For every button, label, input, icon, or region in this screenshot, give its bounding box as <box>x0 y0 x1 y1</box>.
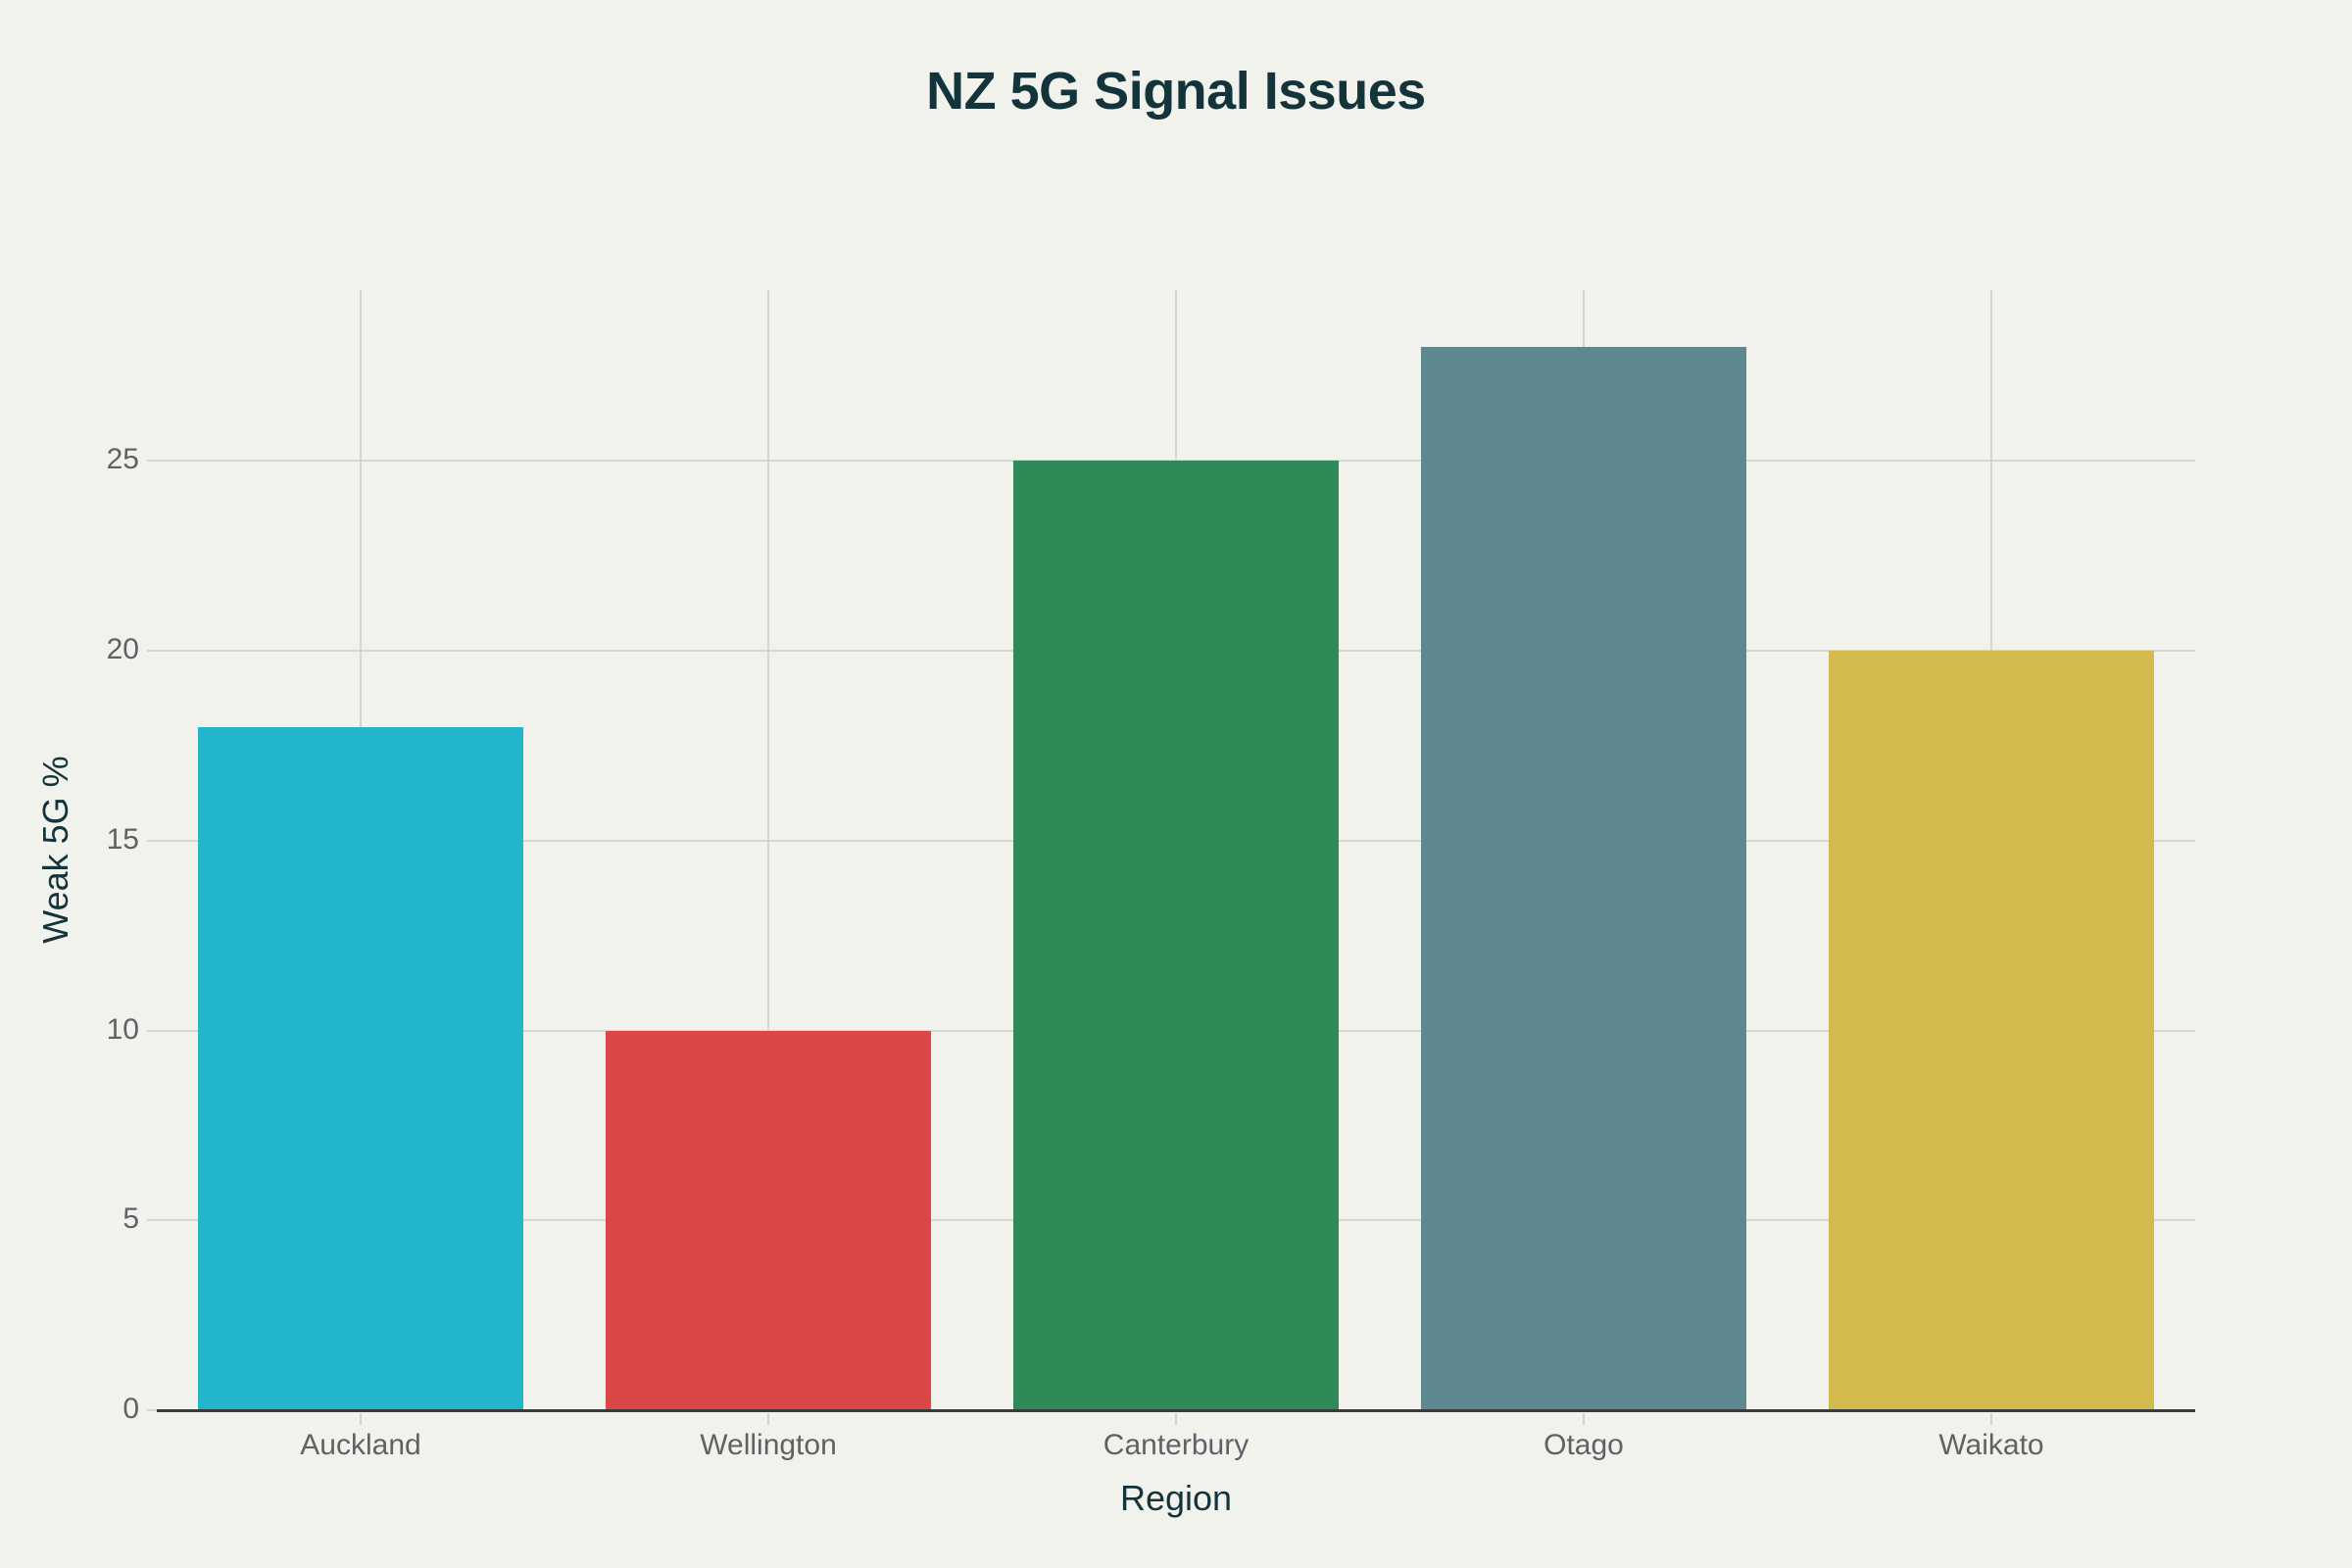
x-tick-mark <box>1990 1413 1992 1425</box>
x-axis-line <box>157 1409 2195 1412</box>
x-tick-mark <box>360 1413 362 1425</box>
bar-waikato[interactable] <box>1828 651 2155 1410</box>
x-tick-label: Otago <box>1544 1429 1624 1461</box>
plot-area <box>157 290 2195 1410</box>
bar-auckland[interactable] <box>197 726 524 1410</box>
y-tick-label: 15 <box>106 822 139 856</box>
y-tick-mark <box>147 839 157 842</box>
bar-canterbury[interactable] <box>1012 461 1340 1410</box>
x-tick-mark <box>1175 1413 1177 1425</box>
x-tick-label: Wellington <box>700 1429 837 1461</box>
bar-wellington[interactable] <box>605 1030 932 1410</box>
y-axis-label: Weak 5G % <box>35 756 75 944</box>
x-tick-mark <box>1583 1413 1585 1425</box>
gridline-vertical <box>767 290 769 1410</box>
bar-otago[interactable] <box>1420 347 1747 1410</box>
x-tick-mark <box>767 1413 769 1425</box>
y-tick-label: 5 <box>122 1202 139 1236</box>
y-tick-label: 25 <box>106 443 139 476</box>
x-tick-label: Waikato <box>1938 1429 2044 1461</box>
x-tick-label: Canterbury <box>1102 1429 1250 1461</box>
x-tick-label: Auckland <box>300 1429 421 1461</box>
y-tick-mark <box>147 460 157 463</box>
x-axis-label: Region <box>1119 1478 1233 1518</box>
chart-title: NZ 5G Signal Issues <box>926 62 1426 121</box>
y-tick-mark <box>147 1409 157 1411</box>
y-tick-label: 20 <box>106 633 139 666</box>
y-tick-mark <box>147 1029 157 1032</box>
y-tick-mark <box>147 650 157 653</box>
y-tick-label: 0 <box>122 1393 139 1425</box>
y-tick-mark <box>147 1219 157 1222</box>
y-tick-label: 10 <box>106 1012 139 1046</box>
